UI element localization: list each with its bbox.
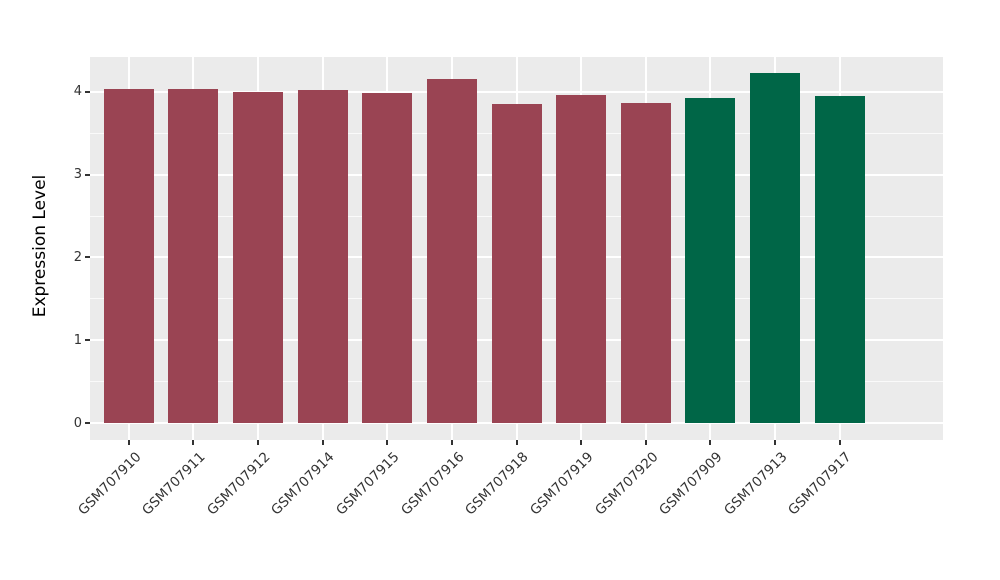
y-tick-label: 1 (73, 332, 82, 348)
x-tick-label-GSM707909: GSM707909 (656, 449, 726, 519)
bar-GSM707912 (233, 91, 283, 424)
y-tick-label: 4 (73, 84, 82, 100)
bar-GSM707915 (362, 93, 413, 424)
bar-GSM707919 (556, 95, 607, 424)
bar-GSM707910 (103, 89, 154, 424)
x-tick-label-GSM707910: GSM707910 (74, 449, 145, 519)
y-tick-mark (85, 339, 90, 342)
bar-GSM707911 (168, 89, 219, 424)
x-tick-label-GSM707919: GSM707919 (526, 449, 597, 519)
y-axis-title: Expression Level (30, 174, 50, 318)
x-tick-mark (709, 440, 712, 445)
bar-GSM707916 (426, 79, 477, 424)
x-tick-mark (644, 440, 647, 445)
x-tick-mark (192, 440, 195, 445)
y-tick-mark (85, 90, 90, 93)
x-tick-mark (580, 440, 583, 445)
x-tick-label-GSM707918: GSM707918 (462, 449, 532, 519)
bar-GSM707909 (685, 98, 736, 424)
x-tick-label-GSM707912: GSM707912 (203, 449, 274, 519)
plot-panel (90, 57, 943, 440)
x-tick-mark (773, 440, 776, 445)
bar-GSM707913 (749, 72, 800, 424)
x-tick-label-GSM707915: GSM707915 (333, 449, 403, 519)
x-tick-label-GSM707913: GSM707913 (720, 449, 791, 519)
x-tick-mark (838, 440, 841, 445)
bar-GSM707920 (620, 102, 671, 424)
x-tick-mark (257, 440, 259, 445)
x-tick-mark (450, 440, 453, 445)
x-tick-mark (321, 440, 324, 445)
y-tick-mark (85, 256, 90, 259)
x-tick-mark (127, 440, 130, 445)
y-tick-label: 0 (73, 415, 82, 431)
x-tick-label-GSM707916: GSM707916 (397, 449, 468, 519)
y-tick-label: 3 (73, 167, 82, 183)
y-tick-mark (85, 422, 90, 425)
bar-GSM707918 (491, 104, 542, 424)
x-tick-label-GSM707920: GSM707920 (591, 449, 662, 519)
bar-GSM707917 (814, 95, 865, 424)
x-tick-label-GSM707917: GSM707917 (785, 449, 855, 519)
x-tick-label-GSM707914: GSM707914 (268, 449, 338, 519)
x-tick-mark (515, 440, 518, 445)
y-tick-label: 2 (73, 249, 82, 265)
bar-GSM707914 (297, 90, 348, 424)
x-tick-mark (386, 440, 389, 445)
y-tick-mark (85, 173, 90, 176)
x-tick-label-GSM707911: GSM707911 (139, 449, 209, 519)
